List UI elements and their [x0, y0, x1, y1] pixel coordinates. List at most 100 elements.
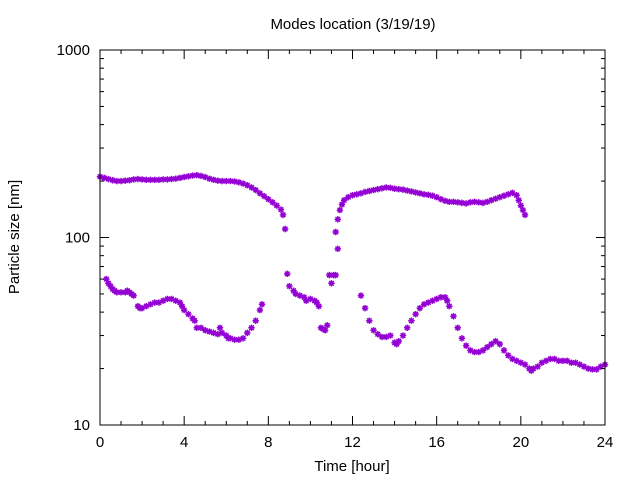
data-point: [218, 329, 226, 337]
data-point: [483, 343, 491, 351]
data-point: [210, 329, 217, 337]
data-point: [425, 191, 432, 198]
data-point: [321, 327, 329, 334]
x-tick-label: 0: [96, 434, 104, 451]
data-points: [96, 171, 609, 374]
data-point: [391, 185, 398, 192]
data-point: [143, 176, 150, 184]
data-point: [492, 195, 499, 202]
x-tick-label: 4: [180, 434, 188, 451]
data-point: [513, 357, 520, 364]
y-axis-label: Particle size [nm]: [6, 180, 23, 294]
data-point: [260, 193, 268, 200]
data-point: [399, 332, 407, 339]
data-point: [252, 186, 259, 194]
data-point: [286, 282, 293, 290]
data-point: [471, 348, 478, 356]
data-point: [202, 173, 209, 181]
data-point: [509, 355, 516, 363]
data-point: [416, 190, 424, 197]
data-point: [281, 225, 289, 233]
data-point: [513, 192, 520, 199]
data-point: [130, 292, 137, 299]
data-point: [315, 303, 323, 310]
data-point: [193, 171, 200, 179]
data-point: [218, 177, 226, 185]
plot-frame: [99, 49, 606, 426]
data-point: [437, 294, 445, 301]
data-point: [193, 324, 200, 331]
data-point: [395, 337, 402, 345]
data-point: [338, 201, 346, 208]
data-point: [404, 187, 411, 194]
data-point: [248, 184, 255, 191]
data-point: [313, 299, 320, 306]
data-point: [265, 196, 272, 203]
data-point: [185, 173, 192, 180]
data-point: [284, 270, 291, 278]
data-point: [231, 178, 238, 185]
data-point: [357, 292, 365, 299]
data-point: [349, 192, 356, 199]
data-point: [216, 324, 224, 331]
data-point: [378, 333, 386, 341]
data-point: [404, 324, 411, 331]
data-point: [345, 194, 352, 201]
data-point: [197, 324, 205, 331]
x-tick-label: 20: [512, 434, 529, 451]
data-point: [239, 180, 247, 187]
data-point: [248, 324, 255, 331]
data-point: [176, 174, 184, 182]
data-point: [300, 294, 308, 301]
data-point: [500, 192, 508, 199]
data-point: [542, 357, 550, 364]
data-point: [101, 174, 108, 182]
data-point: [235, 336, 243, 343]
data-point: [399, 186, 407, 193]
data-point: [366, 187, 373, 195]
data-point: [117, 177, 125, 185]
data-point: [176, 299, 184, 306]
data-point: [361, 304, 369, 312]
data-point: [483, 198, 491, 206]
x-tick-label: 24: [597, 434, 614, 451]
data-point: [147, 301, 154, 308]
data-point: [429, 297, 436, 304]
data-point: [130, 176, 137, 183]
data-point: [180, 306, 188, 314]
data-point: [151, 176, 158, 184]
data-point: [393, 340, 400, 348]
data-point: [467, 199, 474, 206]
data-point: [593, 366, 600, 373]
data-point: [382, 184, 390, 191]
data-point: [496, 340, 503, 348]
data-point: [357, 190, 365, 197]
data-point: [155, 299, 163, 306]
data-point: [387, 332, 394, 339]
data-point: [475, 199, 482, 206]
data-point: [458, 199, 466, 207]
data-point: [134, 175, 142, 183]
data-point: [366, 317, 373, 324]
data-point: [515, 197, 522, 204]
data-point: [420, 191, 428, 198]
data-point: [538, 359, 546, 366]
data-point: [492, 337, 499, 345]
data-point: [370, 186, 377, 194]
data-point: [488, 197, 495, 204]
data-point: [488, 340, 495, 348]
data-point: [290, 287, 297, 294]
data-point: [517, 202, 525, 209]
data-point: [210, 176, 217, 184]
data-point: [105, 175, 112, 183]
data-point: [296, 292, 304, 299]
data-point: [551, 355, 558, 363]
data-point: [138, 176, 146, 183]
data-point: [159, 297, 167, 304]
data-point: [336, 206, 344, 214]
data-point: [172, 175, 179, 182]
data-point: [244, 329, 251, 337]
data-point: [279, 211, 287, 219]
data-point: [521, 361, 529, 368]
data-point: [454, 324, 461, 331]
